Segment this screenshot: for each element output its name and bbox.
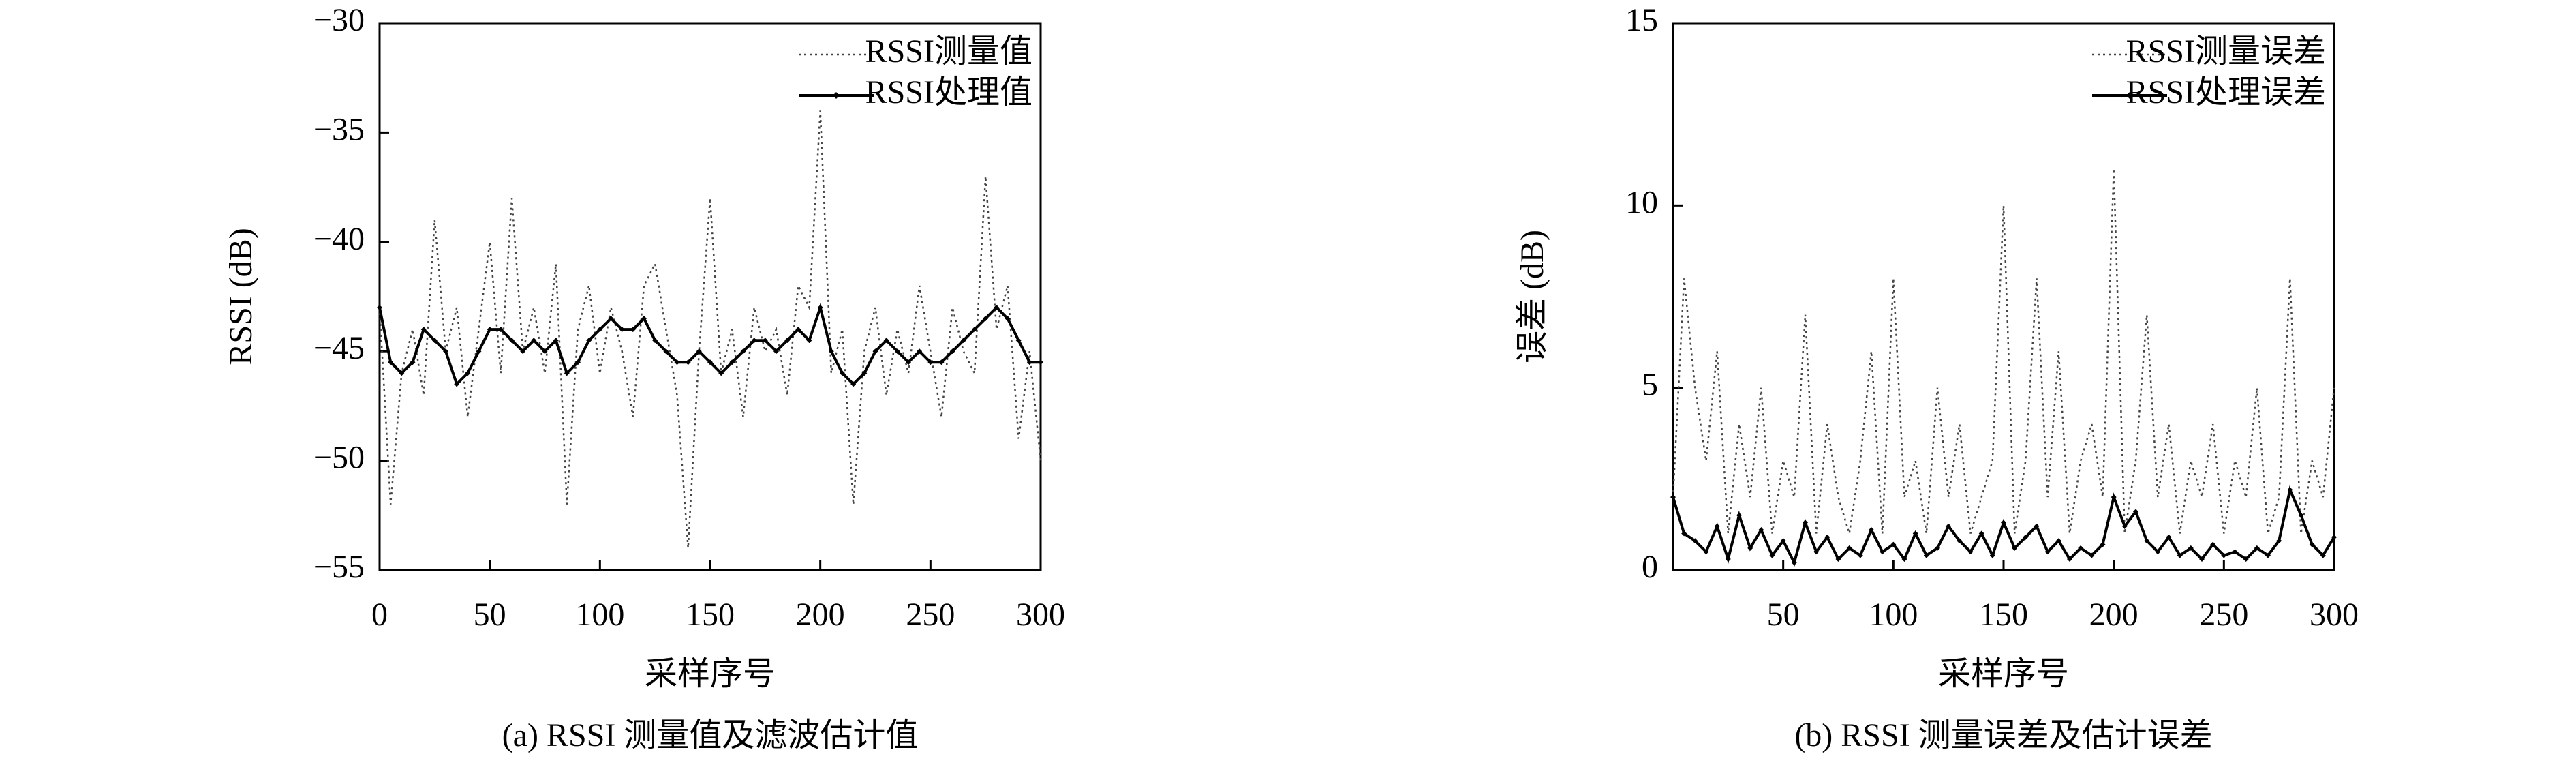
x-tick-label: 200 [2089,597,2138,633]
x-tick-label: 300 [1016,597,1065,633]
series-line [1672,168,2335,534]
y-tick-label: −30 [313,2,365,38]
x-tick-label: 250 [2199,597,2248,633]
x-tick-label: 150 [686,597,735,633]
chart: 0 5 10 15 50 100 150 200 250 300 误差 (dB) 采样序号 (b) RS… [1514,2,2359,753]
x-tick-label: 0 [371,597,388,633]
x-tick-label: 50 [1767,597,1800,633]
y-tick-label: −45 [313,330,365,366]
y-tick-label: −50 [313,440,365,476]
legend-marker [2126,92,2133,99]
series-line [377,302,1043,387]
y-tick-label: −55 [313,549,365,585]
x-tick-label: 200 [796,597,845,633]
y-tick-label: −35 [313,111,365,147]
chart: −55 −50 −45 −40 −35 −30 0 50 100 150 200 250 300 RSSI… [223,2,1065,753]
x-tick-label: 250 [906,597,955,633]
x-axis-label: 采样序号 [645,656,776,692]
y-tick-label: −40 [313,221,365,257]
y-axis-label: RSSI (dB) [223,228,259,365]
y-tick-label: 10 [1625,184,1658,220]
legend-marker [833,92,840,99]
y-tick-label: 5 [1642,367,1658,403]
series-line [378,110,1042,548]
caption: (b) RSSI 测量误差及估计误差 [1794,717,2212,753]
legend-label: RSSI测量误差 [2126,33,2326,70]
y-axis-label: 误差 (dB) [1514,230,1550,363]
legend-label: RSSI处理误差 [2126,74,2326,110]
y-tick-label: 15 [1625,2,1658,38]
caption: (a) RSSI 测量值及滤波估计值 [502,717,919,753]
x-tick-label: 300 [2310,597,2359,633]
x-tick-label: 100 [575,597,624,633]
x-tick-label: 100 [1869,597,1918,633]
legend-label: RSSI处理值 [865,74,1032,110]
x-tick-label: 50 [474,597,506,633]
series-line [1670,485,2337,567]
y-tick-label: 0 [1642,549,1658,585]
x-axis-label: 采样序号 [1938,656,2069,692]
x-tick-label: 150 [1979,597,2028,633]
legend-label: RSSI测量值 [865,33,1032,70]
